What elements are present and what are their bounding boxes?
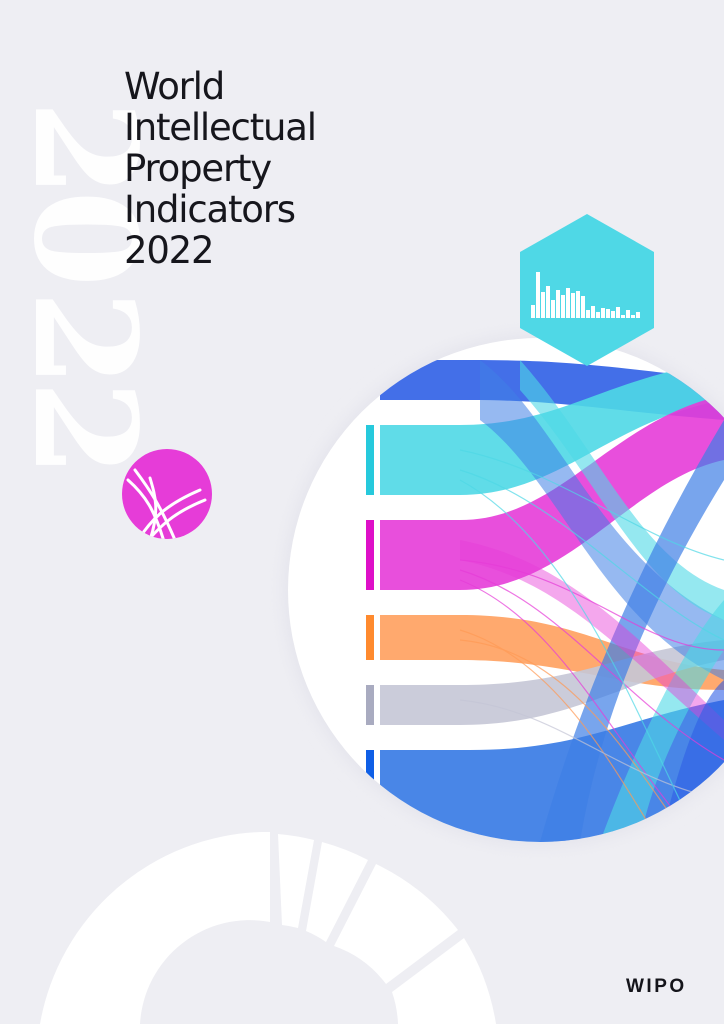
title-line-3: Property: [124, 147, 272, 190]
watermark-digit-2b: 2: [2, 290, 166, 387]
wipo-logo: WIPO: [626, 976, 687, 997]
year-watermark: 2 0 2 2: [2, 100, 166, 477]
title-line-2: Intellectual: [124, 106, 317, 149]
watermark-digit-0: 0: [2, 190, 166, 287]
dna-helix-circle-icon: [122, 449, 212, 539]
title-line-4: Indicators: [124, 188, 296, 231]
watermark-digit-2: 2: [2, 100, 166, 197]
page-title: World Intellectual Property Indicators 2…: [124, 65, 317, 272]
title-line-1: World: [124, 65, 225, 108]
bar-chart-hexagon-icon: [520, 214, 654, 366]
title-line-5: 2022: [124, 229, 215, 272]
sankey-flow-circle-graphic: [366, 360, 724, 842]
segmented-ring-graphic: [40, 832, 496, 1024]
